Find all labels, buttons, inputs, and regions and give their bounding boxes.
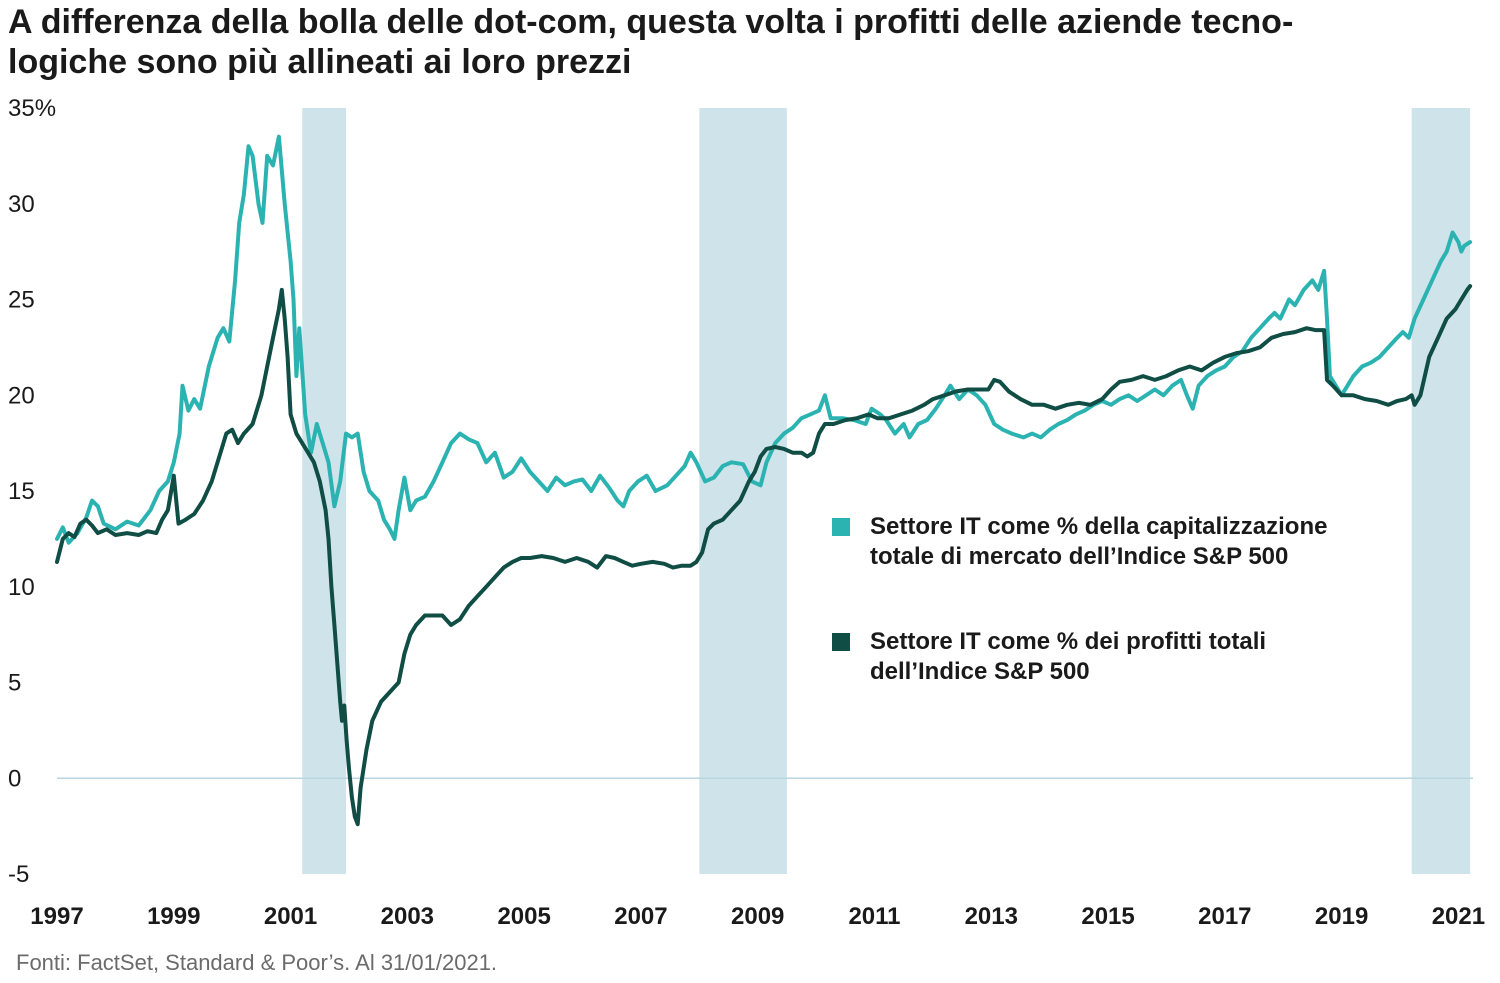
y-tick-label-0: 35% xyxy=(8,95,56,122)
legend-item-profitti: Settore IT come % dei profitti totali de… xyxy=(832,627,1392,687)
legend-label-capitalizzazione-line-2: totale di mercato dell’Indice S&P 500 xyxy=(870,543,1289,570)
y-tick-label-2: 25 xyxy=(8,287,35,314)
y-tick-label-8: -5 xyxy=(8,861,29,888)
x-axis-ticks: 1997 1999 2001 2003 2005 2007 2009 2011 2013 2015… xyxy=(30,903,1485,930)
y-tick-label-7: 0 xyxy=(8,765,21,792)
legend-swatch-profitti xyxy=(832,633,850,651)
x-tick-label-9: 2015 xyxy=(1081,903,1134,930)
legend-swatch-capitalizzazione xyxy=(832,518,850,536)
shaded-periods xyxy=(302,108,1471,874)
x-tick-label-12: 2021 xyxy=(1432,903,1485,930)
x-tick-label-3: 2003 xyxy=(381,903,434,930)
y-tick-label-4: 15 xyxy=(8,478,35,505)
chart-title-line-2: logiche sono più allineati ai loro prezz… xyxy=(8,43,632,81)
chart-title: A differenza della bolla delle dot-com, … xyxy=(8,2,1488,82)
x-tick-label-6: 2009 xyxy=(731,903,784,930)
x-tick-label-1: 1999 xyxy=(147,903,200,930)
chart-title-line-1: A differenza della bolla delle dot-com, … xyxy=(8,3,1294,41)
y-tick-label-5: 10 xyxy=(8,574,35,601)
series-line-profitti xyxy=(55,284,1473,827)
x-tick-label-10: 2017 xyxy=(1198,903,1251,930)
y-tick-label-6: 5 xyxy=(8,670,21,697)
x-tick-label-11: 2019 xyxy=(1315,903,1368,930)
legend-label-profitti: Settore IT come % dei profitti totali de… xyxy=(870,627,1392,687)
x-tick-label-0: 1997 xyxy=(30,903,83,930)
x-tick-label-2: 2001 xyxy=(264,903,317,930)
x-tick-label-7: 2011 xyxy=(848,903,900,930)
series-line-capitalizzazione xyxy=(55,134,1473,545)
legend-label-capitalizzazione: Settore IT come % della capitalizzazione… xyxy=(870,512,1392,572)
source-note: Fonti: FactSet, Standard & Poor’s. Al 31… xyxy=(16,950,498,975)
shaded-period-2 xyxy=(1411,108,1471,874)
y-axis-ticks: 35% 30 25 20 15 10 5 0 -5 xyxy=(8,95,56,888)
y-tick-label-1: 30 xyxy=(8,191,35,218)
series-lines xyxy=(55,134,1473,827)
legend-label-capitalizzazione-line-1: Settore IT come % della capitalizzazione xyxy=(870,513,1328,540)
legend-label-profitti-line-1: Settore IT come % dei profitti totali xyxy=(870,628,1267,655)
y-tick-label-3: 20 xyxy=(8,382,35,409)
legend-label-profitti-line-2: dell’Indice S&P 500 xyxy=(870,658,1090,685)
x-tick-label-8: 2013 xyxy=(965,903,1018,930)
x-tick-label-5: 2007 xyxy=(614,903,667,930)
x-tick-label-4: 2005 xyxy=(497,903,550,930)
legend-item-capitalizzazione: Settore IT come % della capitalizzazione… xyxy=(832,512,1392,572)
